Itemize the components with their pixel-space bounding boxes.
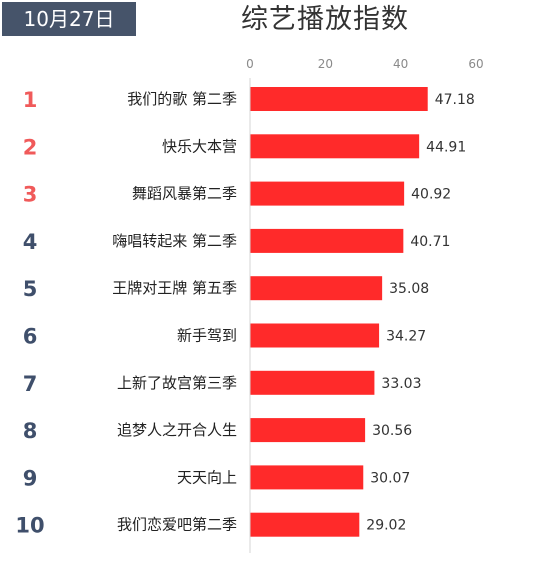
category-label: 新手驾到 [177, 327, 237, 345]
bar [250, 370, 375, 395]
bar [250, 465, 364, 490]
category-label: 舞蹈风暴第二季 [132, 185, 237, 203]
bar [250, 418, 366, 443]
value-label: 40.71 [410, 234, 450, 250]
value-label: 29.02 [366, 518, 406, 534]
rank-number: 4 [23, 230, 38, 254]
category-label: 王牌对王牌 第五季 [112, 279, 237, 297]
bar [250, 134, 420, 159]
category-label: 上新了故宫第三季 [117, 374, 237, 392]
bar [250, 512, 360, 537]
value-label: 44.91 [426, 139, 466, 155]
value-label: 33.03 [381, 376, 421, 392]
rank-number: 10 [15, 514, 44, 538]
category-label: 快乐大本营 [162, 137, 237, 155]
value-label: 35.08 [389, 281, 429, 297]
rank-number: 1 [23, 88, 38, 112]
x-tick-label: 40 [393, 57, 408, 71]
date-badge: 10月27日 [2, 2, 136, 36]
rank-number: 2 [23, 135, 38, 159]
bar [250, 228, 404, 253]
category-label: 追梦人之开合人生 [117, 421, 237, 439]
category-label: 天天向上 [177, 468, 237, 486]
category-label: 我们的歌 第二季 [127, 90, 237, 108]
category-label: 嗨唱转起来 第二季 [112, 232, 237, 250]
x-tick-label: 20 [318, 57, 333, 71]
x-tick-label: 60 [468, 57, 483, 71]
rank-number: 8 [23, 419, 38, 443]
rank-number: 7 [23, 372, 38, 396]
rank-number: 6 [23, 325, 38, 349]
bar [250, 181, 405, 206]
category-label: 我们恋爱吧第二季 [117, 516, 237, 534]
bar [250, 87, 428, 111]
value-label: 34.27 [386, 329, 426, 345]
x-tick-label: 0 [246, 57, 254, 71]
chart-title: 综艺播放指数 [241, 4, 409, 35]
rank-number: 5 [23, 277, 38, 301]
rank-number: 3 [23, 183, 38, 207]
value-label: 30.07 [370, 470, 410, 486]
bar [250, 276, 383, 301]
value-label: 47.18 [435, 92, 475, 108]
rank-number: 9 [23, 466, 38, 490]
value-label: 30.56 [372, 423, 412, 439]
value-label: 40.92 [411, 187, 451, 203]
bar [250, 323, 380, 348]
